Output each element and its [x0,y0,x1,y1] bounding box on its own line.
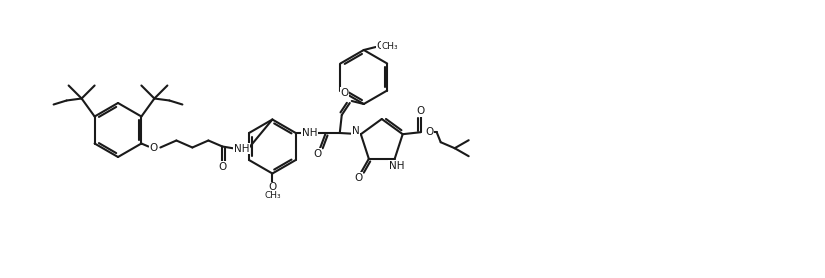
Text: O: O [426,127,434,137]
Text: N: N [352,126,360,136]
Text: O: O [377,41,385,51]
Text: CH₃: CH₃ [264,191,280,200]
Text: O: O [149,143,158,153]
Text: NH: NH [233,143,249,153]
Text: NH: NH [389,161,404,171]
Text: O: O [341,88,349,98]
Text: O: O [314,149,322,159]
Text: NH: NH [302,128,318,138]
Text: O: O [355,173,363,183]
Text: O: O [417,106,425,116]
Text: CH₃: CH₃ [381,41,398,51]
Text: O: O [268,182,276,192]
Text: O: O [219,162,227,172]
